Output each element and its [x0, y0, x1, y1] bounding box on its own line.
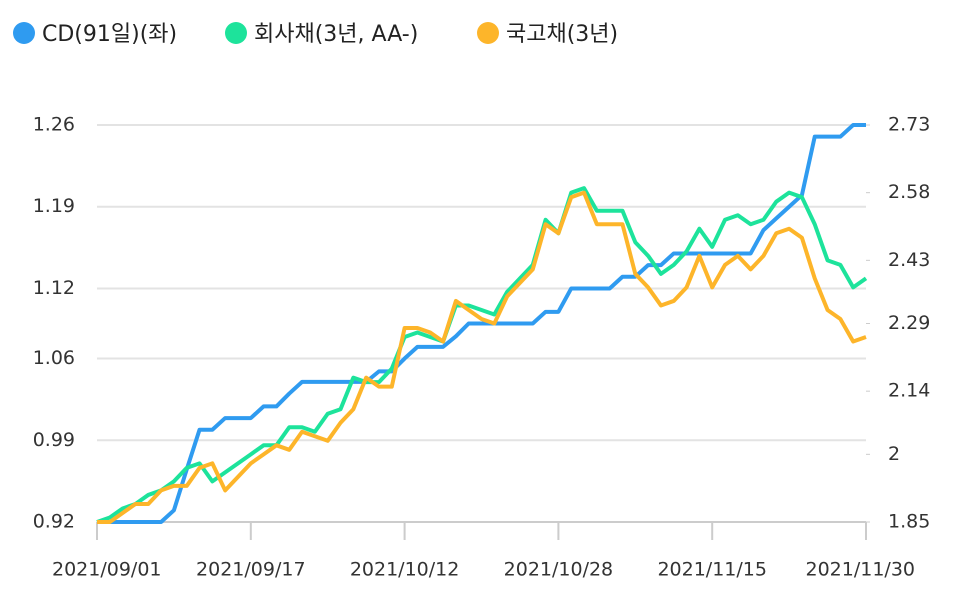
y2-tick-label: 2.14 — [888, 380, 930, 402]
legend-marker — [225, 22, 247, 44]
legend-marker — [13, 22, 35, 44]
series-line — [96, 186, 868, 524]
x-tick-label: 2021/09/01 — [52, 559, 162, 581]
y2-tick-label: 1.85 — [888, 511, 930, 533]
y-tick-label: 1.26 — [33, 114, 75, 136]
y-tick-label: 1.06 — [33, 347, 75, 369]
y-tick-label: 0.92 — [33, 511, 75, 533]
legend-label[interactable]: CD(91일)(좌) — [42, 22, 177, 47]
y-tick-label: 1.19 — [33, 195, 75, 217]
x-tick-label: 2021/10/28 — [504, 559, 614, 581]
legend-marker — [477, 22, 499, 44]
x-tick-label: 2021/09/17 — [196, 559, 306, 581]
legend-label[interactable]: 국고채(3년) — [506, 22, 618, 47]
y-tick-label: 1.12 — [33, 277, 75, 299]
series-line — [97, 190, 867, 524]
y2-tick-label: 2.29 — [888, 312, 930, 334]
legend-label[interactable]: 회사채(3년, AA-) — [254, 22, 418, 47]
x-tick-label: 2021/10/12 — [350, 559, 460, 581]
series-line — [97, 123, 866, 524]
x-tick-label: 2021/11/15 — [657, 559, 767, 581]
x-tick-label: 2021/11/30 — [805, 559, 915, 581]
y2-tick-label: 2 — [888, 443, 900, 465]
y2-tick-label: 2.43 — [888, 249, 930, 271]
y2-tick-label: 2.58 — [888, 181, 930, 203]
y-tick-label: 0.99 — [33, 429, 75, 451]
y2-tick-label: 2.73 — [888, 114, 930, 136]
